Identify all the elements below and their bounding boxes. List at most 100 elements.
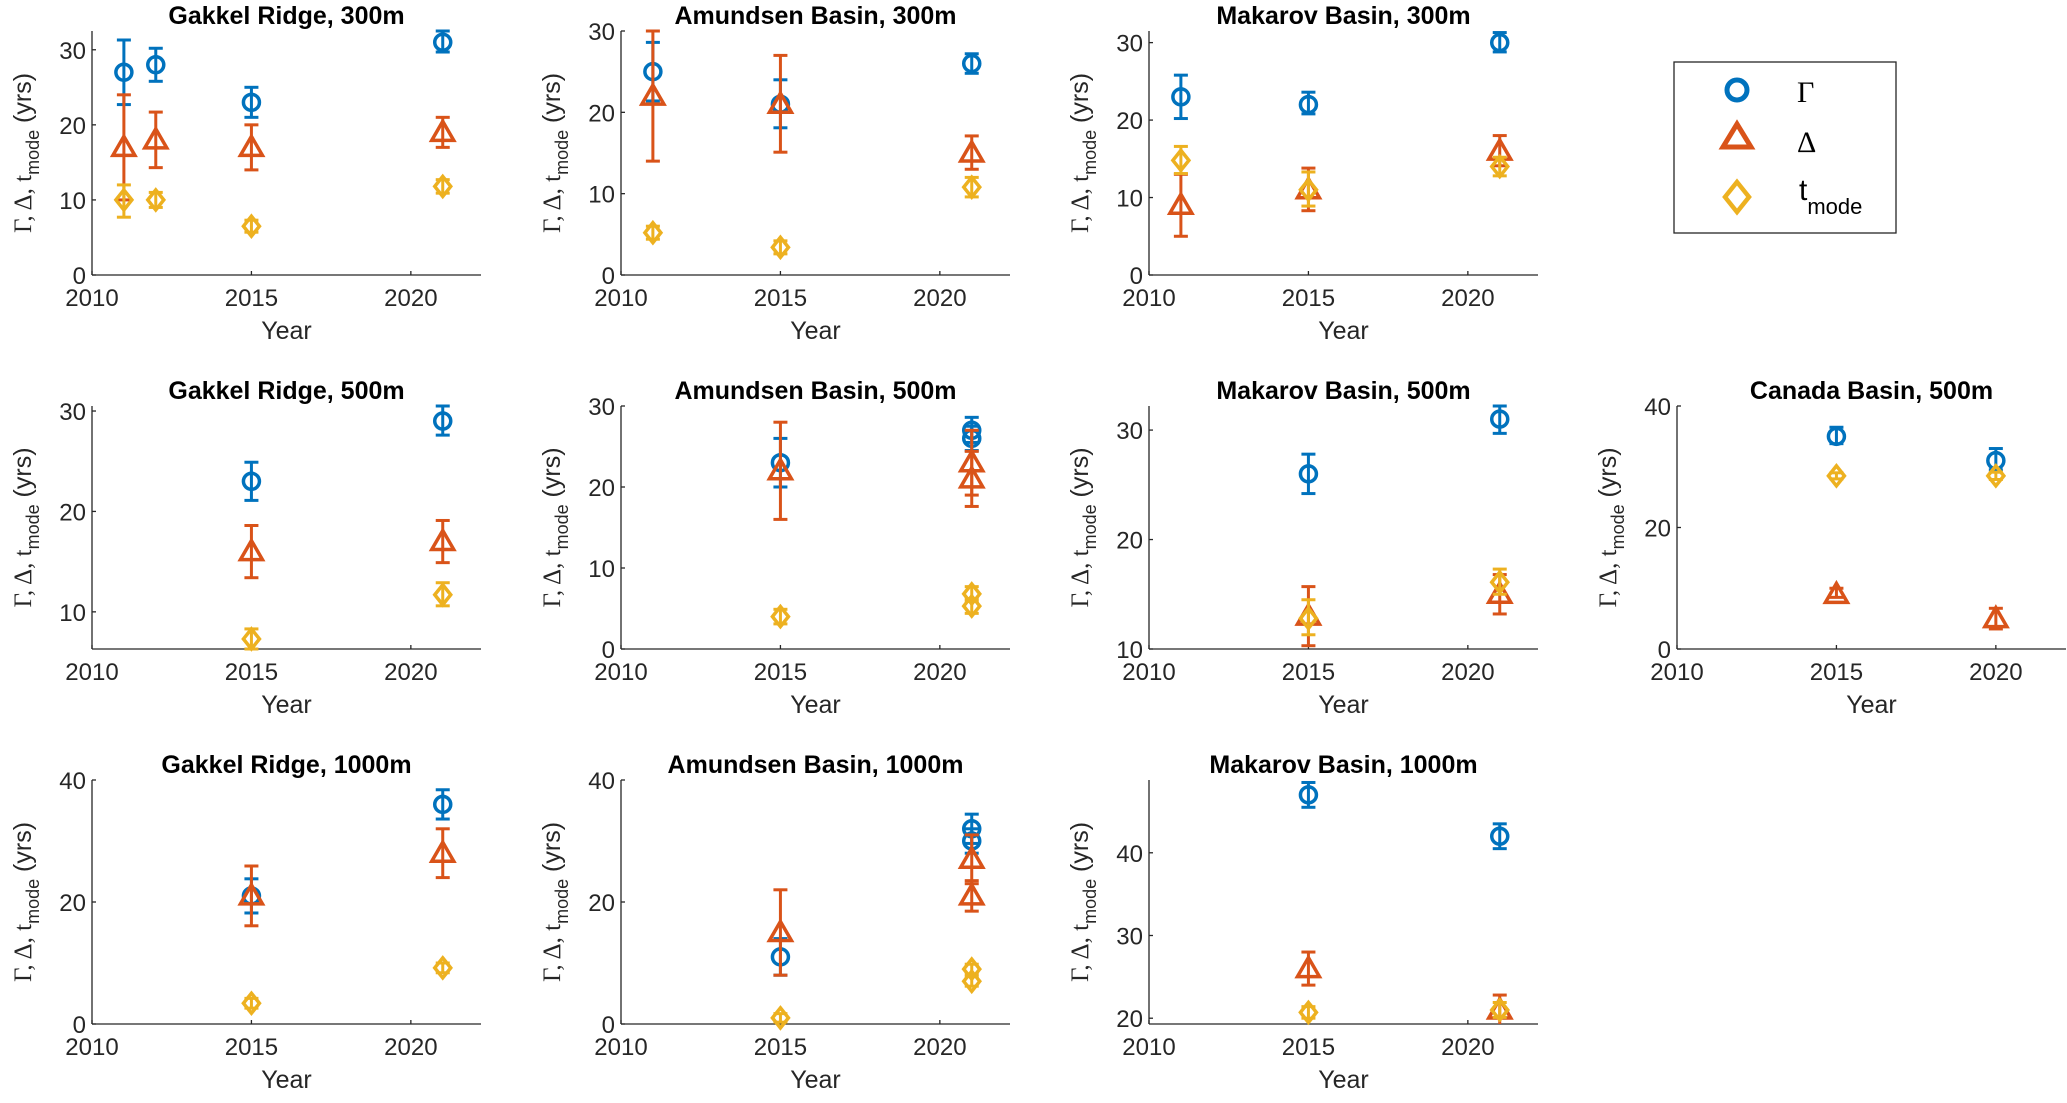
circle-marker	[1489, 32, 1510, 53]
diamond-marker	[1489, 569, 1510, 596]
diamond-marker	[770, 1005, 791, 1031]
series-gamma	[1298, 404, 1510, 496]
series-tmode	[113, 173, 453, 240]
y-axis-label: Γ, Δ, tmode (yrs)	[538, 822, 572, 982]
legend-label-delta: Δ	[1797, 126, 1816, 159]
data-point-gamma	[1298, 90, 1319, 116]
x-axis-label: Year	[261, 1066, 312, 1094]
triangle-marker	[1981, 604, 2010, 629]
data-point-tmode	[241, 213, 262, 240]
data-point-tmode	[1298, 999, 1319, 1026]
y-tick-label: 20	[1644, 516, 1671, 543]
x-tick-label: 2020	[1441, 659, 1494, 686]
data-point-tmode	[113, 183, 135, 219]
data-point-tmode	[770, 234, 791, 261]
series-tmode	[770, 581, 982, 630]
x-axis-label: Year	[790, 691, 841, 719]
data-point-tmode	[1985, 463, 2007, 489]
y-tick-label: 40	[1116, 841, 1143, 868]
y-axis-label: Γ, Δ, tmode (yrs)	[9, 73, 43, 233]
y-tick-label: 10	[59, 188, 86, 215]
data-point-gamma	[1298, 452, 1319, 496]
x-tick-label: 2010	[65, 659, 118, 686]
data-point-gamma	[241, 460, 262, 502]
data-point-delta	[141, 110, 170, 170]
data-point-delta	[1981, 604, 2010, 631]
circle-marker	[241, 92, 262, 113]
circle-marker	[961, 53, 982, 74]
x-tick-label: 2010	[594, 1034, 647, 1061]
x-tick-label: 2020	[1441, 285, 1494, 312]
y-tick-label: 0	[73, 263, 86, 290]
diamond-marker	[1985, 463, 2007, 489]
circle-marker	[1298, 785, 1319, 805]
data-point-delta	[766, 420, 795, 521]
x-tick-label: 2015	[225, 1034, 278, 1061]
triangle-marker-icon	[1718, 119, 1756, 150]
data-point-delta	[1294, 950, 1323, 987]
diamond-marker	[961, 174, 982, 200]
series-delta	[1294, 950, 1514, 1024]
x-axis-label: Year	[1318, 317, 1369, 345]
subplot-7: Gakkel Ridge, 1000m 2010 2015 2020 0 20 40 Year…	[9, 751, 481, 1094]
y-axis-label: Γ, Δ, tmode (yrs)	[1066, 73, 1100, 233]
series-gamma	[643, 40, 982, 130]
y-tick-label: 20	[588, 475, 615, 502]
y-axis-label: Γ, Δ, tmode (yrs)	[1066, 822, 1100, 982]
y-tick-label: 0	[73, 1012, 86, 1039]
data-point-gamma	[1826, 425, 1847, 447]
x-tick-label: 2020	[913, 1034, 966, 1061]
data-point-tmode	[145, 187, 167, 213]
series-tmode	[770, 956, 982, 1031]
data-point-tmode	[961, 174, 982, 200]
triangle-marker	[1166, 190, 1195, 216]
x-tick-label: 2010	[65, 285, 118, 312]
data-point-delta	[957, 879, 986, 913]
y-tick-label: 30	[588, 394, 615, 421]
series-gamma	[1298, 780, 1510, 851]
series-delta	[766, 833, 986, 977]
triangle-marker	[766, 89, 795, 114]
triangle-marker	[141, 125, 170, 150]
y-tick-label: 20	[59, 890, 86, 917]
series-delta	[766, 420, 986, 521]
triangle-marker	[957, 881, 986, 906]
triangle-marker	[237, 132, 266, 158]
diamond-marker	[1298, 999, 1319, 1026]
data-point-gamma	[432, 29, 453, 54]
data-point-tmode	[241, 626, 262, 652]
y-tick-label: 0	[602, 1012, 615, 1039]
x-tick-label: 2020	[913, 659, 966, 686]
y-axis-label: Γ, Δ, tmode (yrs)	[9, 447, 43, 607]
data-point-tmode	[961, 968, 982, 995]
triangle-marker	[766, 456, 795, 481]
diamond-marker	[961, 968, 982, 995]
y-axis-label: Γ, Δ, tmode (yrs)	[1066, 447, 1100, 607]
circle-marker	[114, 62, 134, 83]
x-tick-label: 2010	[1122, 1034, 1175, 1061]
x-tick-label: 2015	[754, 285, 807, 312]
diamond-marker-icon	[1722, 178, 1752, 216]
legend-box	[1673, 61, 1897, 234]
data-point-gamma	[1171, 73, 1191, 121]
diamond-marker	[770, 234, 791, 261]
y-tick-label: 0	[1130, 263, 1143, 290]
data-point-delta	[428, 115, 457, 149]
subplot-title: Makarov Basin, 500m	[1216, 377, 1470, 405]
data-point-tmode	[1298, 598, 1319, 637]
y-tick-label: 20	[1116, 528, 1143, 555]
y-axis-label: Γ, Δ, tmode (yrs)	[538, 73, 572, 233]
series-gamma	[1171, 31, 1510, 121]
x-axis-label: Year	[790, 317, 841, 345]
series-gamma	[241, 788, 453, 915]
diamond-marker	[113, 187, 135, 213]
circle-marker	[146, 55, 166, 75]
data-point-delta	[957, 134, 986, 171]
y-axis-label: Γ, Δ, tmode (yrs)	[1594, 447, 1628, 607]
y-tick-label: 0	[1658, 637, 1671, 664]
subplot-title: Amundsen Basin, 1000m	[668, 751, 964, 779]
x-tick-label: 2020	[384, 1034, 437, 1061]
data-point-delta	[237, 523, 266, 580]
triangle-marker	[957, 844, 986, 870]
